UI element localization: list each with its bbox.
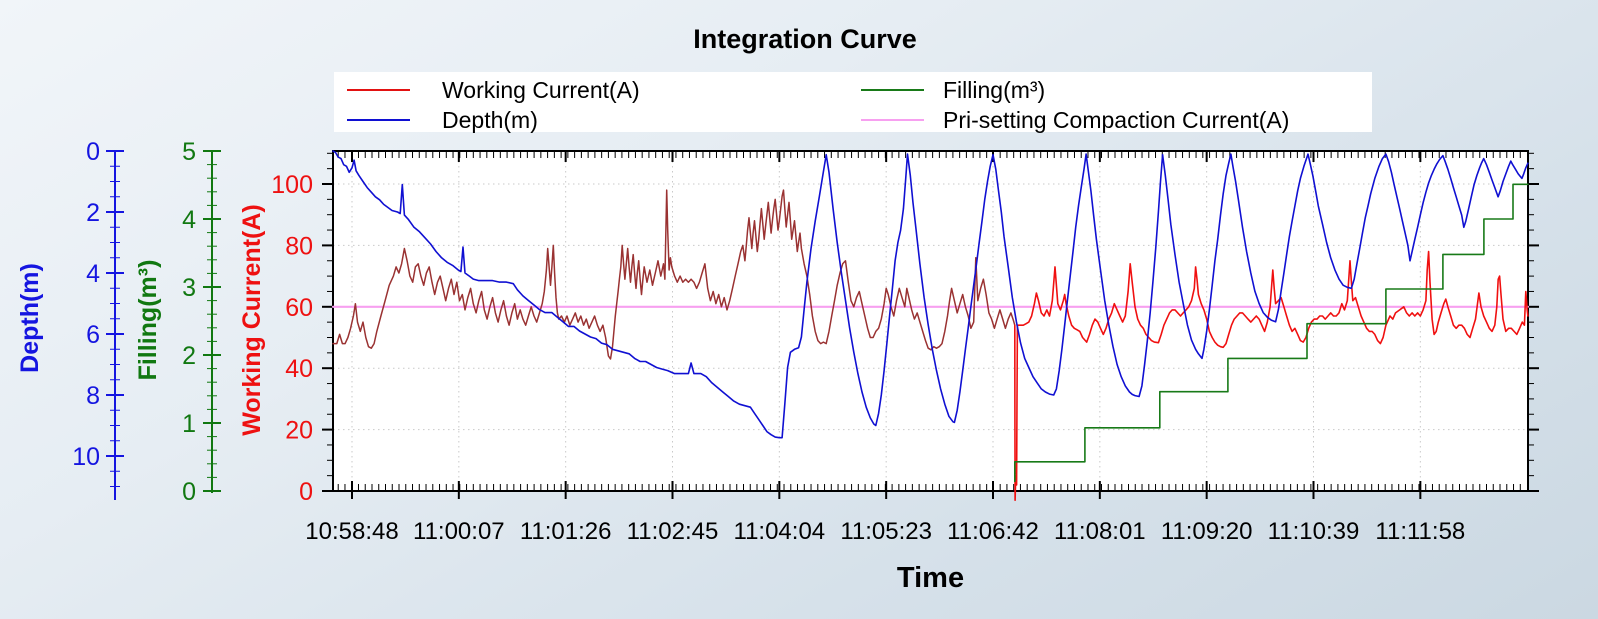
svg-text:6: 6 bbox=[86, 321, 100, 349]
filling-axis: 5 4 3 2 1 0 bbox=[182, 138, 221, 506]
svg-text:20: 20 bbox=[285, 417, 313, 445]
plot-area bbox=[333, 151, 1528, 491]
legend-label-working-current: Working Current(A) bbox=[442, 77, 640, 103]
svg-text:11:11:58: 11:11:58 bbox=[1375, 518, 1465, 545]
svg-text:60: 60 bbox=[285, 294, 313, 322]
depth-axis-title: Depth(m) bbox=[16, 263, 44, 373]
svg-text:80: 80 bbox=[285, 232, 313, 260]
filling-axis-title: Filling(m³) bbox=[134, 259, 162, 381]
svg-text:11:06:42: 11:06:42 bbox=[947, 518, 1039, 545]
legend-item-filling: Filling(m³) bbox=[861, 75, 1361, 105]
legend: Working Current(A) Depth(m) Filling(m³) … bbox=[334, 72, 1372, 135]
svg-text:11:01:26: 11:01:26 bbox=[520, 518, 612, 545]
svg-text:11:02:45: 11:02:45 bbox=[627, 518, 719, 545]
filling-line-swatch bbox=[861, 89, 924, 91]
svg-text:11:04:04: 11:04:04 bbox=[734, 518, 826, 545]
svg-text:4: 4 bbox=[182, 206, 196, 234]
svg-text:0: 0 bbox=[182, 478, 196, 506]
svg-text:11:10:39: 11:10:39 bbox=[1268, 518, 1360, 545]
legend-item-preset-current: Pri-setting Compaction Current(A) bbox=[861, 105, 1361, 135]
svg-text:10: 10 bbox=[72, 443, 100, 471]
legend-label-filling: Filling(m³) bbox=[943, 77, 1046, 103]
svg-text:2: 2 bbox=[182, 342, 196, 370]
series-working-current-a- bbox=[1013, 250, 1529, 502]
current-axis-title: Working Current(A) bbox=[238, 204, 266, 436]
svg-text:2: 2 bbox=[86, 199, 100, 227]
svg-text:11:00:07: 11:00:07 bbox=[413, 518, 505, 545]
svg-text:5: 5 bbox=[182, 138, 196, 166]
time-axis-title: Time bbox=[896, 562, 965, 594]
time-axis-labels: 10:58:48 11:00:07 11:01:26 11:02:45 11:04:04… bbox=[305, 518, 1465, 545]
svg-text:0: 0 bbox=[86, 138, 100, 166]
svg-text:1: 1 bbox=[182, 410, 196, 438]
legend-label-preset-current: Pri-setting Compaction Current(A) bbox=[943, 107, 1290, 133]
svg-text:11:05:23: 11:05:23 bbox=[840, 518, 932, 545]
svg-text:40: 40 bbox=[285, 355, 313, 383]
legend-label-depth: Depth(m) bbox=[442, 107, 538, 133]
svg-text:100: 100 bbox=[271, 171, 313, 199]
working-current-line-swatch bbox=[347, 89, 410, 91]
legend-item-depth: Depth(m) bbox=[347, 105, 847, 135]
legend-item-working-current: Working Current(A) bbox=[347, 75, 847, 105]
series-working-current-a-drilling-phase bbox=[332, 189, 1016, 360]
chart-title: Integration Curve bbox=[693, 24, 917, 54]
svg-text:3: 3 bbox=[182, 274, 196, 302]
plot-frame bbox=[332, 150, 1529, 492]
svg-text:0: 0 bbox=[299, 478, 313, 506]
depth-line-swatch bbox=[347, 119, 410, 121]
preset-current-line-swatch bbox=[861, 119, 924, 121]
current-axis-labels: 100 80 60 40 20 0 bbox=[271, 171, 313, 506]
svg-text:4: 4 bbox=[86, 260, 100, 288]
series-depth-m- bbox=[332, 150, 1529, 439]
svg-text:8: 8 bbox=[86, 382, 100, 410]
depth-axis: 0 2 4 6 8 10 bbox=[72, 138, 124, 500]
series-filling-m- bbox=[1013, 183, 1529, 483]
svg-text:11:09:20: 11:09:20 bbox=[1161, 518, 1253, 545]
axis-ticks bbox=[322, 151, 1539, 499]
svg-text:11:08:01: 11:08:01 bbox=[1054, 518, 1146, 545]
svg-text:10:58:48: 10:58:48 bbox=[305, 518, 398, 545]
